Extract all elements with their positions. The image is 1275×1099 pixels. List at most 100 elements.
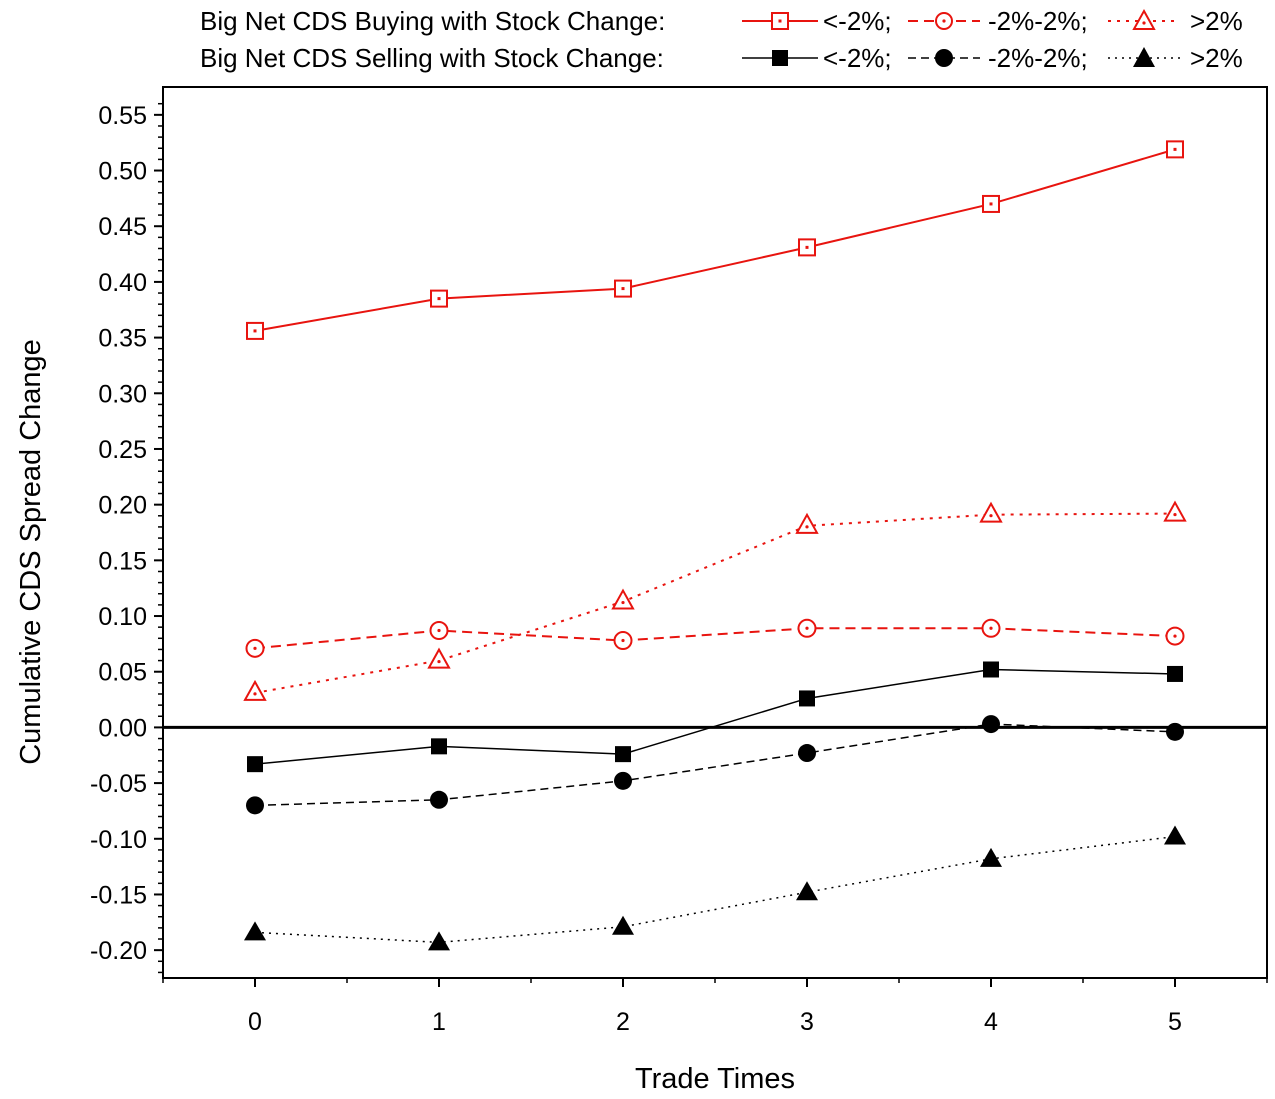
series-line <box>254 512 1176 694</box>
data-point-square <box>431 738 447 755</box>
x-tick-label: 1 <box>432 1008 446 1036</box>
legend-buying-square-dot <box>778 19 782 23</box>
legend-buying-circle-dot <box>942 19 946 23</box>
data-point-triangle-dot <box>1173 512 1177 517</box>
legend-buying-entry-3-label: >2% <box>1190 6 1243 36</box>
legend-buying-label: Big Net CDS Buying with Stock Change: <box>200 6 665 36</box>
data-point-circle <box>614 771 632 790</box>
data-point-circle <box>430 790 448 809</box>
data-point-square <box>247 756 263 773</box>
data-point-triangle <box>427 647 451 669</box>
x-tick-label: 3 <box>800 1008 814 1036</box>
y-tick-label: -0.20 <box>90 937 147 965</box>
x-tick-label: 2 <box>616 1008 630 1036</box>
legend-selling-square-icon <box>772 50 788 66</box>
data-point-square <box>983 661 999 678</box>
y-tick-label: -0.05 <box>90 770 147 798</box>
data-point-circle-dot <box>989 626 993 630</box>
data-point-circle-dot <box>621 638 625 643</box>
data-point-triangle <box>796 881 818 901</box>
y-tick-label: 0.45 <box>98 213 147 241</box>
x-axis-title: Trade Times <box>635 1063 795 1095</box>
tick-labels: 0.55 0.50 0.45 0.40 0.35 0.30 0.25 0.20 0.15 0.10… <box>90 102 1182 1036</box>
data-point-triangle <box>244 921 266 941</box>
data-point-triangle <box>980 847 1002 867</box>
y-tick-label: 0.10 <box>98 603 147 631</box>
data-point-square <box>615 746 631 763</box>
y-tick-label: 0.15 <box>98 547 147 575</box>
data-point-triangle-dot <box>805 525 809 529</box>
y-tick-label: 0.40 <box>98 269 147 297</box>
legend-buying-entry-3: >2% <box>1108 6 1243 36</box>
data-point-square-dot <box>437 297 441 301</box>
x-tick-label: 4 <box>984 1008 998 1036</box>
series-line <box>254 148 1176 332</box>
data-point-triangle <box>1164 825 1186 845</box>
data-point-triangle <box>243 679 267 701</box>
plot-area-frame <box>162 86 1268 979</box>
legend: Big Net CDS Buying with Stock Change: <-… <box>200 6 1243 73</box>
data-point-square-dot <box>1173 147 1177 151</box>
legend-buying-entry-2-label: -2%-2%; <box>988 6 1088 36</box>
data-point-square-dot <box>253 329 257 333</box>
data-point-triangle-dot <box>989 514 993 518</box>
data-point-square-dot <box>621 287 625 291</box>
y-tick-label: 0.00 <box>98 714 147 742</box>
y-tick-label: 0.35 <box>98 325 147 353</box>
y-tick-label: -0.10 <box>90 826 147 854</box>
data-point-circle <box>798 744 816 763</box>
data-point-circle-dot <box>805 626 809 630</box>
data-point-triangle <box>1163 500 1187 522</box>
x-tick-label: 0 <box>248 1008 262 1036</box>
legend-buying-triangle-dot <box>1142 21 1146 25</box>
data-point-triangle-dot <box>437 659 441 664</box>
legend-selling-entry-1: <-2%; <box>742 43 892 73</box>
y-tick-label: 0.55 <box>98 102 147 130</box>
data-point-triangle-dot <box>621 600 625 605</box>
data-point-circle-dot <box>1173 634 1177 638</box>
series-line <box>254 627 1176 650</box>
data-point-triangle <box>428 931 450 951</box>
data-point-circle-dot <box>437 628 441 633</box>
data-point-square <box>799 690 815 707</box>
legend-selling-label: Big Net CDS Selling with Stock Change: <box>200 43 664 73</box>
y-axis-title: Cumulative CDS Spread Change <box>15 339 47 765</box>
data-point-square-dot <box>989 202 993 206</box>
axis-ticks <box>154 102 1268 987</box>
legend-buying-entry-1: <-2%; <box>742 6 892 36</box>
data-point-circle <box>1166 722 1184 741</box>
data-point-triangle-dot <box>253 692 257 696</box>
data-point-square-dot <box>805 245 809 249</box>
legend-buying-triangle-icon <box>1132 8 1156 30</box>
data-point-circle <box>982 715 1000 734</box>
legend-selling-triangle-icon <box>1133 47 1155 67</box>
y-tick-label: 0.50 <box>98 158 147 186</box>
data-point-triangle <box>611 588 635 610</box>
data-point-circle <box>246 796 264 815</box>
legend-buying-entry-1-label: <-2%; <box>823 6 892 36</box>
legend-selling-circle-icon <box>935 49 953 67</box>
y-tick-label: 0.30 <box>98 380 147 408</box>
series-markers <box>243 140 1187 951</box>
data-point-triangle <box>795 512 819 534</box>
y-tick-label: 0.05 <box>98 659 147 687</box>
data-point-triangle <box>612 915 634 935</box>
legend-selling-entry-3-label: >2% <box>1190 43 1243 73</box>
series-line <box>254 835 1176 944</box>
y-tick-label: -0.15 <box>90 881 147 909</box>
legend-buying-entry-2: -2%-2%; <box>908 6 1088 36</box>
legend-selling-entry-1-label: <-2%; <box>823 43 892 73</box>
legend-selling-entry-2: -2%-2%; <box>908 43 1088 73</box>
series-line <box>254 723 1176 807</box>
legend-selling-entry-3: >2% <box>1108 43 1243 73</box>
y-tick-label: 0.25 <box>98 436 147 464</box>
x-tick-label: 5 <box>1168 1008 1182 1036</box>
legend-selling-entry-2-label: -2%-2%; <box>988 43 1088 73</box>
y-tick-label: 0.20 <box>98 492 147 520</box>
series-lines <box>254 148 1176 944</box>
data-point-circle-dot <box>253 646 257 650</box>
data-point-square <box>1167 665 1183 682</box>
data-point-triangle <box>979 501 1003 523</box>
series-line <box>254 668 1176 765</box>
